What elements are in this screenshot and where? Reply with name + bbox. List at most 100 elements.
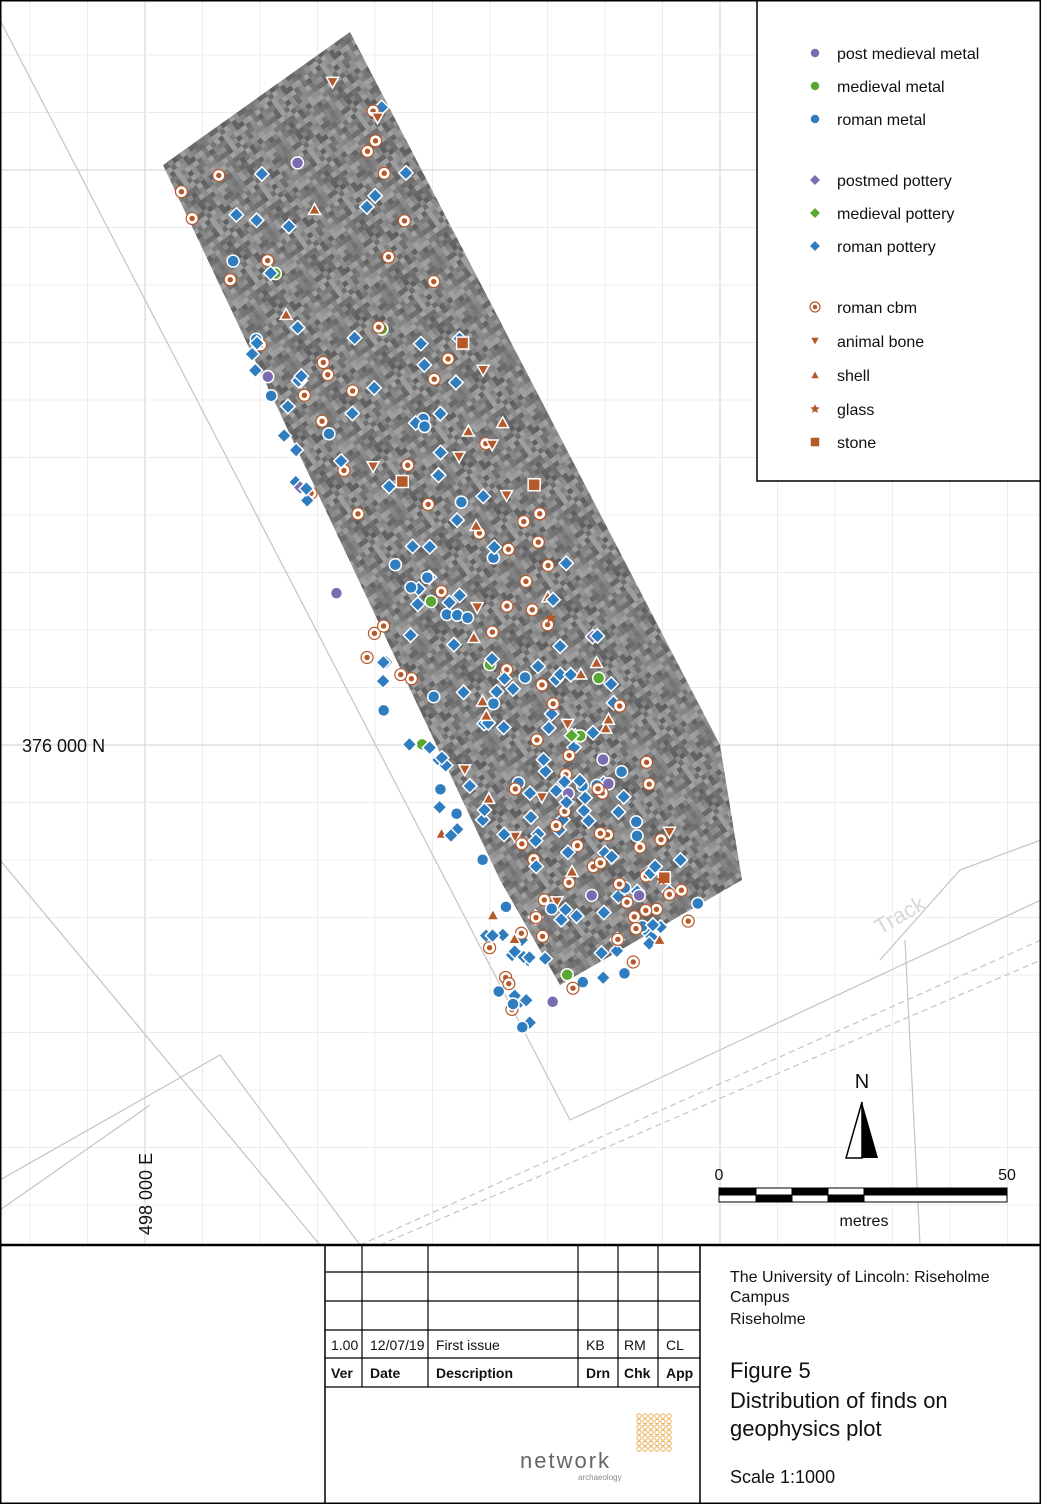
logo-dot: [667, 1447, 671, 1451]
legend-label: roman cbm: [837, 300, 917, 317]
find-marker: [640, 904, 652, 916]
find-marker: [317, 357, 329, 369]
find-marker: [532, 536, 544, 548]
logo: network: [520, 1448, 611, 1473]
legend-symbol: [810, 48, 820, 58]
find-marker: [486, 626, 498, 638]
figure-scale: Scale 1:1000: [730, 1467, 835, 1487]
logo-dot: [649, 1414, 653, 1418]
find-marker: [550, 820, 562, 832]
logo-dot: [655, 1419, 659, 1423]
north-label: N: [855, 1071, 869, 1093]
legend-label: stone: [837, 435, 876, 452]
revision-cell: 12/07/19: [370, 1337, 425, 1353]
legend-label: post medieval metal: [837, 46, 979, 63]
find-marker: [509, 783, 521, 795]
find-marker: [528, 479, 540, 491]
client-line: Riseholme: [730, 1311, 806, 1328]
find-marker: [493, 985, 505, 997]
revision-cell: RM: [624, 1337, 646, 1353]
logo-dot: [661, 1447, 665, 1451]
find-marker: [262, 371, 274, 383]
logo-dot: [643, 1419, 647, 1423]
logo-dot: [643, 1436, 647, 1440]
revision-header: Description: [436, 1365, 513, 1381]
find-marker: [442, 353, 454, 365]
scale-segment: [756, 1188, 792, 1195]
find-marker: [633, 889, 645, 901]
find-marker: [477, 854, 489, 866]
logo-dot: [637, 1436, 641, 1440]
find-marker: [402, 737, 416, 751]
find-marker: [378, 167, 390, 179]
find-marker: [455, 496, 467, 508]
figure-title: geophysics plot: [730, 1416, 882, 1441]
find-marker: [292, 157, 304, 169]
legend-symbol: [810, 302, 820, 312]
logo-dot: [655, 1414, 659, 1418]
logo-dot: [643, 1447, 647, 1451]
revision-header: App: [666, 1365, 693, 1381]
logo-dot: [649, 1447, 653, 1451]
scale-segment: [828, 1188, 864, 1195]
find-marker: [613, 878, 625, 890]
find-marker: [422, 498, 434, 510]
find-marker: [500, 901, 512, 913]
find-marker: [586, 889, 598, 901]
scale-segment: [864, 1188, 1007, 1195]
find-marker: [546, 903, 558, 915]
scale-start: 0: [715, 1167, 724, 1184]
find-marker: [655, 834, 667, 846]
revision-cell: 1.00: [331, 1337, 358, 1353]
logo-dot: [637, 1430, 641, 1434]
find-marker: [330, 587, 342, 599]
scale-segment: [792, 1188, 828, 1195]
logo-dot: [655, 1425, 659, 1429]
find-marker: [614, 700, 626, 712]
scale-end: 50: [998, 1167, 1016, 1184]
legend-symbol: [810, 114, 820, 124]
find-marker: [484, 942, 496, 954]
find-marker: [487, 909, 499, 920]
logo-dot: [649, 1419, 653, 1423]
legend-symbol: [810, 437, 820, 447]
logo-dot: [643, 1441, 647, 1445]
revision-cell: First issue: [436, 1337, 500, 1353]
find-marker: [627, 956, 639, 968]
find-marker: [682, 915, 694, 927]
find-marker: [675, 884, 687, 896]
find-marker: [634, 841, 646, 853]
logo-dot: [667, 1414, 671, 1418]
find-marker: [520, 575, 532, 587]
legend-symbol: [810, 81, 820, 91]
find-marker: [536, 679, 548, 691]
scale-segment: [719, 1195, 756, 1202]
find-marker: [507, 998, 519, 1010]
logo-dot: [637, 1447, 641, 1451]
find-marker: [630, 816, 642, 828]
find-marker: [457, 337, 469, 349]
find-marker: [361, 651, 373, 663]
find-marker: [592, 783, 604, 795]
find-marker: [435, 586, 447, 598]
track-label: Track: [870, 890, 930, 939]
revision-header: Drn: [586, 1365, 610, 1381]
find-marker: [227, 255, 239, 267]
logo-dot: [655, 1447, 659, 1451]
logo-dot: [661, 1436, 665, 1440]
legend-label: roman pottery: [837, 239, 936, 256]
find-marker: [487, 698, 499, 710]
logo-dot: [637, 1414, 641, 1418]
find-marker: [425, 596, 437, 608]
find-marker: [213, 169, 225, 181]
find-marker: [597, 753, 609, 765]
find-marker: [405, 581, 417, 593]
find-marker: [396, 476, 408, 488]
find-marker: [503, 978, 515, 990]
logo-dots: [637, 1414, 671, 1451]
find-marker: [428, 373, 440, 385]
find-marker: [618, 967, 630, 979]
figure-title: Distribution of finds on: [730, 1388, 948, 1413]
find-marker: [186, 212, 198, 224]
find-marker: [542, 559, 554, 571]
